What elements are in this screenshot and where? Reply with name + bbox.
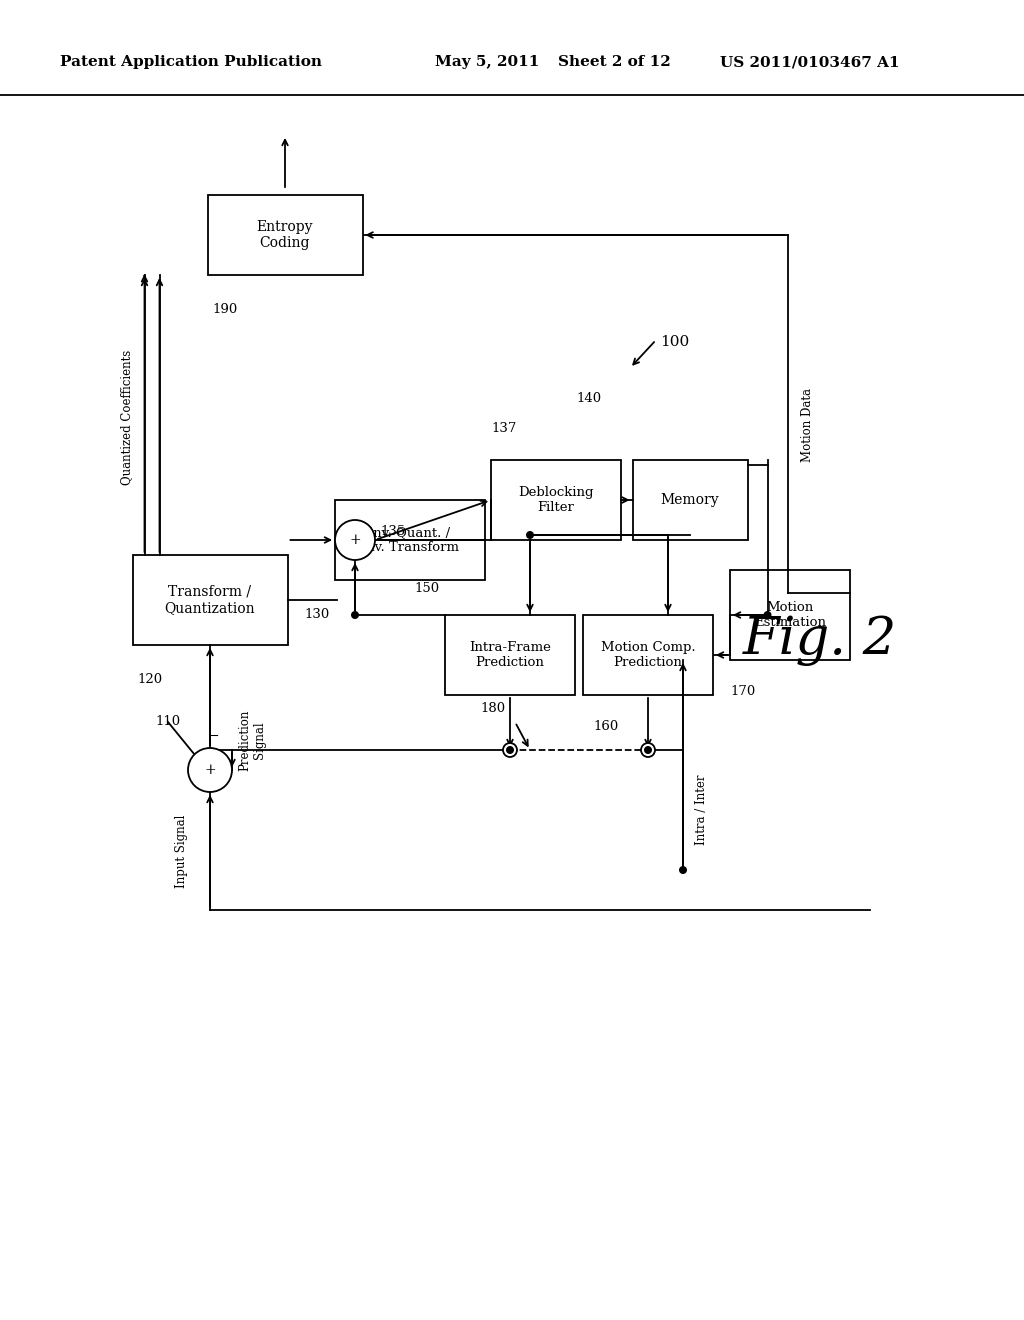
Text: 130: 130 <box>305 609 330 620</box>
Text: May 5, 2011: May 5, 2011 <box>435 55 540 69</box>
Text: Motion Data: Motion Data <box>801 388 814 462</box>
Text: Prediction
Signal: Prediction Signal <box>238 709 266 771</box>
Text: 120: 120 <box>137 673 163 686</box>
Circle shape <box>764 611 771 619</box>
Text: 150: 150 <box>415 582 440 595</box>
Text: inv. Quant. /
inv. Transform: inv. Quant. / inv. Transform <box>361 525 459 554</box>
Circle shape <box>644 746 652 754</box>
Text: 137: 137 <box>490 422 516 436</box>
Circle shape <box>351 611 359 619</box>
Text: US 2011/0103467 A1: US 2011/0103467 A1 <box>720 55 900 69</box>
Text: Sheet 2 of 12: Sheet 2 of 12 <box>558 55 671 69</box>
Circle shape <box>335 520 375 560</box>
Text: 140: 140 <box>575 392 601 405</box>
Circle shape <box>641 743 655 756</box>
Text: Motion Comp.
Prediction: Motion Comp. Prediction <box>601 642 695 669</box>
Text: 110: 110 <box>155 715 180 729</box>
Text: −: − <box>209 730 219 743</box>
Circle shape <box>679 866 687 874</box>
Text: 190: 190 <box>213 304 238 315</box>
Text: 160: 160 <box>593 719 618 733</box>
Bar <box>633 459 748 540</box>
Text: Transform /
Quantization: Transform / Quantization <box>165 585 255 615</box>
Text: 170: 170 <box>730 685 756 698</box>
Text: Intra / Inter: Intra / Inter <box>694 775 708 845</box>
Bar <box>335 500 485 579</box>
Text: Input Signal: Input Signal <box>175 814 188 887</box>
Text: Entropy
Coding: Entropy Coding <box>257 220 313 249</box>
Text: 180: 180 <box>480 702 505 715</box>
Circle shape <box>506 746 514 754</box>
Text: Patent Application Publication: Patent Application Publication <box>60 55 322 69</box>
Text: 135: 135 <box>380 525 406 539</box>
Circle shape <box>503 743 517 756</box>
Text: Quantized Coefficients: Quantized Coefficients <box>120 350 133 486</box>
Text: Motion
Estimation: Motion Estimation <box>754 601 826 630</box>
Bar <box>583 615 713 696</box>
Text: Fig. 2: Fig. 2 <box>742 615 897 665</box>
Bar <box>132 554 288 645</box>
Circle shape <box>526 531 534 539</box>
Bar <box>208 195 362 275</box>
Text: 100: 100 <box>660 335 689 348</box>
Circle shape <box>188 748 232 792</box>
Text: Intra-Frame
Prediction: Intra-Frame Prediction <box>469 642 551 669</box>
Text: +: + <box>204 763 216 777</box>
Text: +: + <box>349 533 360 546</box>
Text: Memory: Memory <box>660 492 719 507</box>
Bar <box>445 615 575 696</box>
Bar <box>730 570 850 660</box>
Text: Deblocking
Filter: Deblocking Filter <box>518 486 594 513</box>
Bar <box>490 459 621 540</box>
